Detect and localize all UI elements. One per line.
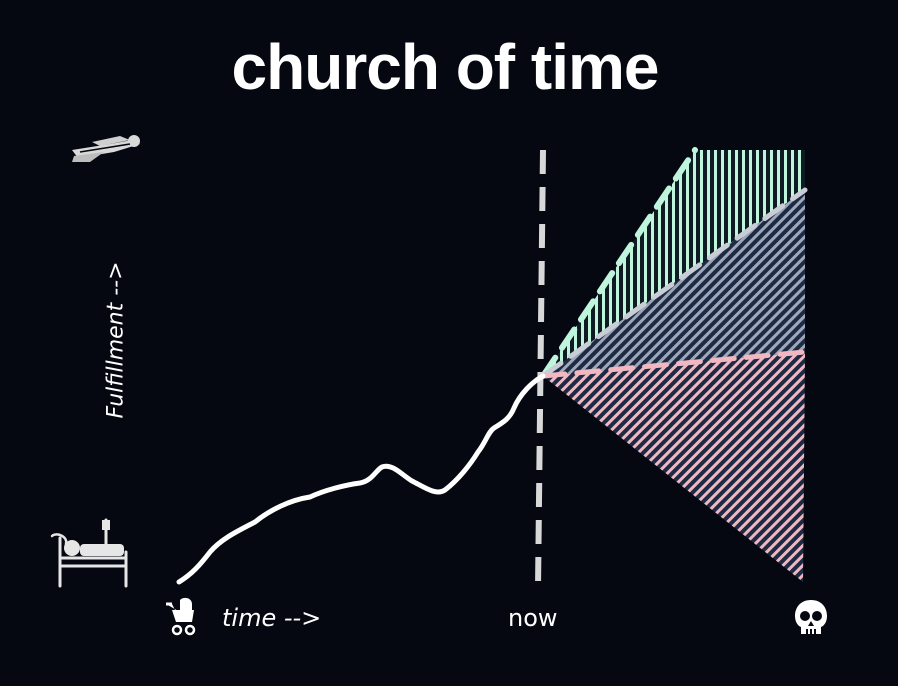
lower-cone-edge bbox=[540, 349, 808, 379]
x-axis-label: time --> bbox=[222, 604, 322, 632]
baby-stroller-icon bbox=[166, 597, 196, 636]
hospital-bed-icon bbox=[50, 518, 128, 588]
life-path-line bbox=[176, 373, 546, 585]
upper-future-cone bbox=[543, 150, 805, 376]
middle-cone-edge bbox=[540, 187, 808, 379]
page-title: church of time bbox=[231, 31, 660, 103]
lower-future-cone bbox=[543, 352, 805, 582]
now-label: now bbox=[508, 604, 558, 632]
upper-cone-edge bbox=[540, 147, 698, 379]
now-divider-line bbox=[535, 149, 546, 589]
flying-person-icon bbox=[72, 135, 140, 162]
skull-icon bbox=[795, 600, 827, 634]
